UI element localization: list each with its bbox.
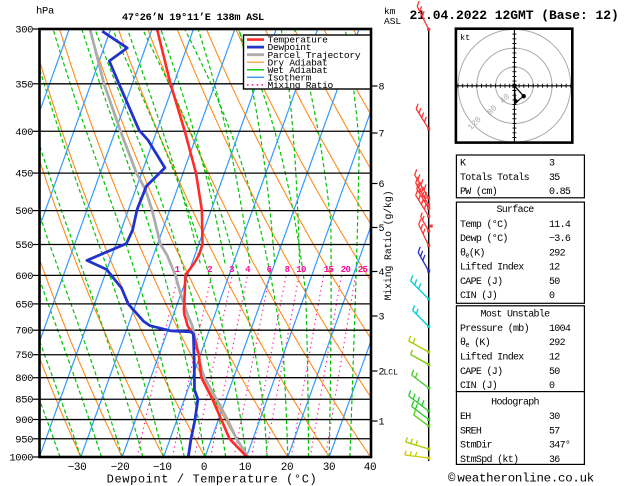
svg-text:6: 6 [267, 265, 272, 275]
svg-text:7: 7 [379, 130, 385, 141]
svg-text:3: 3 [229, 265, 234, 275]
svg-text:−3.6: −3.6 [549, 234, 571, 245]
svg-text:PW (cm): PW (cm) [460, 186, 497, 198]
svg-text:3: 3 [379, 313, 385, 324]
svg-text:Lifted Index: Lifted Index [460, 262, 524, 274]
svg-text:Temp (°C): Temp (°C) [460, 219, 508, 231]
svg-text:2: 2 [207, 265, 212, 275]
svg-text:Dewpoint: Dewpoint [268, 42, 312, 53]
svg-text:650: 650 [15, 299, 33, 311]
svg-text:800: 800 [15, 373, 33, 385]
svg-text:25: 25 [358, 265, 368, 275]
svg-text:CAPE (J): CAPE (J) [460, 276, 502, 288]
svg-text:Pressure (mb): Pressure (mb) [460, 323, 529, 335]
svg-text:20: 20 [281, 462, 293, 474]
svg-text:3: 3 [549, 159, 555, 170]
svg-text:Temperature: Temperature [268, 35, 329, 46]
svg-text:11.4: 11.4 [549, 220, 571, 231]
svg-text:CIN (J): CIN (J) [460, 290, 497, 302]
svg-text:hPa: hPa [36, 6, 54, 18]
svg-text:Surface: Surface [496, 204, 534, 216]
svg-text:CIN (J): CIN (J) [460, 380, 497, 392]
svg-text:50: 50 [549, 277, 560, 288]
svg-text:4: 4 [379, 268, 385, 279]
svg-text:12: 12 [549, 353, 560, 364]
svg-text:30: 30 [549, 412, 560, 423]
svg-text:550: 550 [15, 240, 33, 252]
svg-text:Dry Adiabat: Dry Adiabat [268, 57, 328, 68]
svg-text:Lifted Index: Lifted Index [460, 352, 524, 364]
svg-text:StmSpd (kt): StmSpd (kt) [460, 454, 518, 466]
svg-text:5: 5 [379, 224, 385, 235]
svg-text:Totals Totals: Totals Totals [460, 172, 530, 184]
svg-text:1: 1 [379, 418, 385, 429]
svg-text:6: 6 [379, 180, 385, 191]
svg-text:850: 850 [15, 395, 33, 407]
svg-text:15: 15 [324, 265, 334, 275]
svg-text:0: 0 [201, 462, 207, 474]
svg-text:Hodograph: Hodograph [491, 397, 539, 409]
svg-text:300: 300 [15, 25, 33, 37]
svg-text:292: 292 [549, 338, 566, 349]
svg-text:36: 36 [549, 455, 560, 466]
svg-text:CAPE (J): CAPE (J) [460, 366, 502, 378]
svg-text:Mixing Ratio: Mixing Ratio [268, 80, 334, 91]
svg-text:1000: 1000 [9, 453, 33, 465]
svg-text:Most Unstable: Most Unstable [481, 309, 551, 321]
svg-text:StmDir: StmDir [460, 440, 493, 452]
svg-text:10: 10 [296, 265, 306, 275]
svg-text:EH: EH [460, 412, 471, 423]
svg-text:700: 700 [15, 326, 33, 338]
svg-text:8: 8 [285, 265, 290, 275]
svg-text:LCL: LCL [384, 369, 399, 378]
svg-text:10: 10 [239, 462, 251, 474]
svg-text:20: 20 [341, 265, 351, 275]
svg-text:0: 0 [549, 291, 555, 302]
svg-text:50: 50 [549, 367, 560, 378]
svg-text:8: 8 [379, 83, 385, 94]
svg-text:Isotherm: Isotherm [268, 72, 312, 83]
svg-text:−10: −10 [153, 462, 172, 474]
svg-text:K: K [460, 159, 466, 170]
svg-text:12: 12 [549, 263, 560, 274]
svg-text:ASL: ASL [384, 16, 401, 27]
svg-text:900: 900 [15, 415, 33, 427]
svg-text:400: 400 [15, 127, 33, 139]
svg-text:57: 57 [549, 426, 560, 437]
svg-text:750: 750 [15, 350, 33, 362]
svg-text:Wet Adiabat: Wet Adiabat [268, 65, 328, 76]
svg-text:47°26’N 19°11’E 138m ASL: 47°26’N 19°11’E 138m ASL [122, 12, 264, 24]
svg-text:500: 500 [15, 206, 33, 218]
svg-text:4: 4 [245, 265, 251, 275]
svg-text:347°: 347° [549, 440, 570, 452]
svg-text:−30: −30 [68, 462, 87, 474]
svg-text:450: 450 [15, 169, 33, 181]
svg-text:kt: kt [460, 33, 470, 43]
svg-text:0: 0 [549, 381, 555, 392]
svg-text:21.04.2022 12GMT (Base: 12): 21.04.2022 12GMT (Base: 12) [410, 8, 619, 23]
svg-text:SREH: SREH [460, 426, 482, 437]
svg-text:950: 950 [15, 434, 33, 446]
svg-text:θe (K): θe (K) [460, 337, 490, 350]
svg-text:600: 600 [15, 271, 33, 283]
svg-text:Dewpoint / Temperature (°C): Dewpoint / Temperature (°C) [107, 473, 318, 486]
svg-text:Mixing Ratio (g/kg): Mixing Ratio (g/kg) [383, 191, 394, 301]
svg-text:0.85: 0.85 [549, 187, 571, 198]
svg-text:40: 40 [364, 462, 376, 474]
svg-text:−20: −20 [111, 462, 130, 474]
svg-text:1: 1 [175, 265, 181, 275]
svg-text:© weatheronline.co.uk: © weatheronline.co.uk [448, 472, 594, 486]
svg-text:km: km [384, 6, 396, 17]
svg-text:Dewp (°C): Dewp (°C) [460, 233, 508, 245]
svg-text:θe(K): θe(K) [460, 247, 485, 260]
svg-text:292: 292 [549, 248, 566, 259]
svg-text:2: 2 [379, 368, 385, 379]
svg-text:Parcel Trajectory: Parcel Trajectory [268, 50, 361, 61]
svg-text:350: 350 [15, 79, 33, 91]
svg-text:1004: 1004 [549, 324, 571, 335]
svg-text:30: 30 [323, 462, 335, 474]
svg-text:35: 35 [549, 173, 560, 184]
